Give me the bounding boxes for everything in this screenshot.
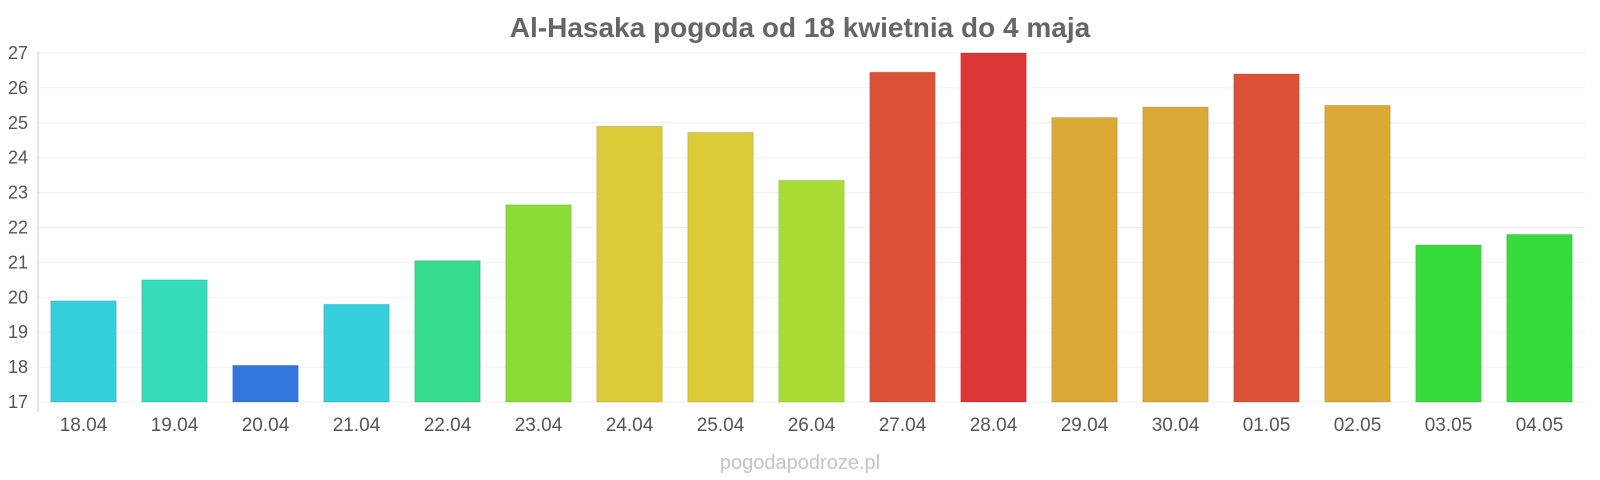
x-tick-label: 22.04	[424, 415, 472, 436]
x-tick-label: 19.04	[151, 415, 199, 436]
y-tick-label: 21	[8, 252, 28, 272]
x-tick-label: 25.04	[697, 415, 745, 436]
bar-03.05	[1415, 244, 1482, 403]
bar-27.04	[869, 71, 936, 403]
chart-title: Al-Hasaka pogoda od 18 kwietnia do 4 maj…	[510, 12, 1091, 43]
y-tick-label: 23	[8, 183, 28, 203]
y-tick-label: 24	[8, 148, 28, 168]
x-tick-label: 21.04	[333, 415, 381, 436]
x-axis-ticks: 18.04 19.04 20.04 21.04 22.04 23.04 24.04 25.04…	[60, 415, 1564, 436]
bar-30.04	[1142, 106, 1209, 403]
watermark-text: pogodapodroze.pl	[720, 452, 880, 474]
bar-25.04	[687, 132, 754, 403]
x-tick-label: 27.04	[879, 415, 927, 436]
x-tick-label: 28.04	[970, 415, 1018, 436]
bar-20.04	[232, 364, 299, 403]
y-tick-label: 18	[8, 357, 28, 377]
bar-28.04	[960, 52, 1027, 403]
bar-21.04	[323, 303, 390, 403]
y-axis-ticks: 17 18 19 20 21 22 23 24 25 26 27	[8, 43, 28, 412]
x-tick-label: 29.04	[1061, 415, 1109, 436]
bar-29.04	[1051, 117, 1118, 403]
x-tick-label: 02.05	[1334, 415, 1382, 436]
x-tick-label: 26.04	[788, 415, 836, 436]
x-tick-label: 18.04	[60, 415, 108, 436]
bar-18.04	[50, 300, 117, 403]
y-tick-label: 20	[8, 287, 28, 307]
bar-22.04	[414, 260, 481, 403]
y-tick-label: 17	[8, 392, 28, 412]
x-tick-label: 24.04	[606, 415, 654, 436]
x-tick-label: 01.05	[1243, 415, 1291, 436]
y-tick-label: 19	[8, 322, 28, 342]
bar-26.04	[778, 179, 845, 403]
bar-23.04	[505, 204, 572, 403]
bar-02.05	[1324, 104, 1391, 403]
y-tick-label: 26	[8, 78, 28, 98]
bar-24.04	[596, 125, 663, 403]
x-tick-label: 03.05	[1425, 415, 1473, 436]
bar-01.05	[1233, 73, 1300, 403]
x-tick-label: 23.04	[515, 415, 563, 436]
x-tick-label: 30.04	[1152, 415, 1200, 436]
x-tick-label: 04.05	[1516, 415, 1564, 436]
y-tick-label: 25	[8, 113, 28, 133]
y-tick-label: 27	[8, 43, 28, 63]
bar-04.05	[1506, 233, 1573, 403]
x-tick-label: 20.04	[242, 415, 290, 436]
bar-19.04	[141, 279, 208, 403]
bars	[50, 52, 1573, 403]
y-tick-label: 22	[8, 218, 28, 238]
